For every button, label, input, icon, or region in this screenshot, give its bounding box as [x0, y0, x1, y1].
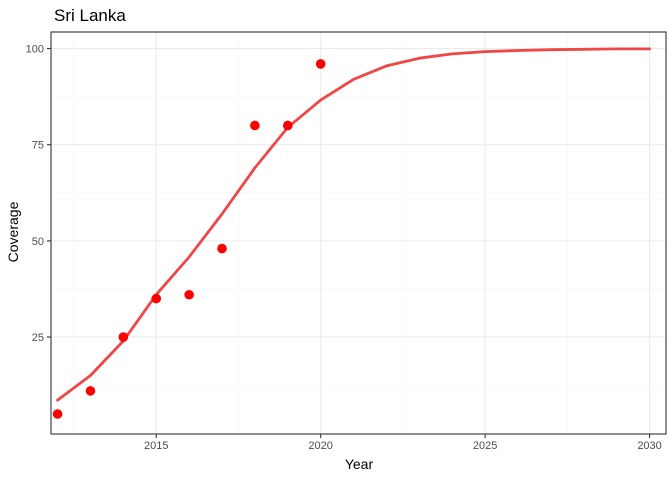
x-axis: 2015 2020 2025 2030 — [144, 434, 662, 452]
x-tick-label: 2025 — [473, 440, 497, 452]
y-tick-label: 75 — [32, 140, 44, 152]
data-point — [315, 59, 326, 69]
panel-border — [50, 31, 667, 435]
panel-background — [51, 32, 666, 434]
data-point — [184, 289, 194, 300]
data-point — [250, 120, 260, 131]
y-tick-label: 25 — [32, 332, 44, 344]
x-tick-label: 2030 — [637, 440, 661, 452]
y-tick-label: 50 — [32, 236, 44, 248]
data-point — [217, 243, 227, 254]
y-axis-title: Coverage — [5, 201, 21, 262]
data-point — [85, 386, 96, 396]
data-point — [52, 409, 63, 419]
x-tick-label: 2015 — [144, 440, 168, 452]
chart-title: Sri Lanka — [54, 6, 126, 25]
y-tick-label: 100 — [26, 44, 44, 56]
x-axis-title: Year — [345, 456, 374, 472]
plot-panel — [51, 32, 666, 434]
data-point — [151, 293, 162, 304]
grid-lines — [51, 32, 666, 434]
panel-border-layer — [50, 31, 667, 435]
x-tick-label: 2020 — [308, 440, 332, 452]
observed-points-layer — [52, 59, 326, 419]
y-axis: 25 50 75 100 — [26, 44, 51, 344]
data-point — [118, 332, 129, 342]
data-point — [282, 120, 293, 131]
